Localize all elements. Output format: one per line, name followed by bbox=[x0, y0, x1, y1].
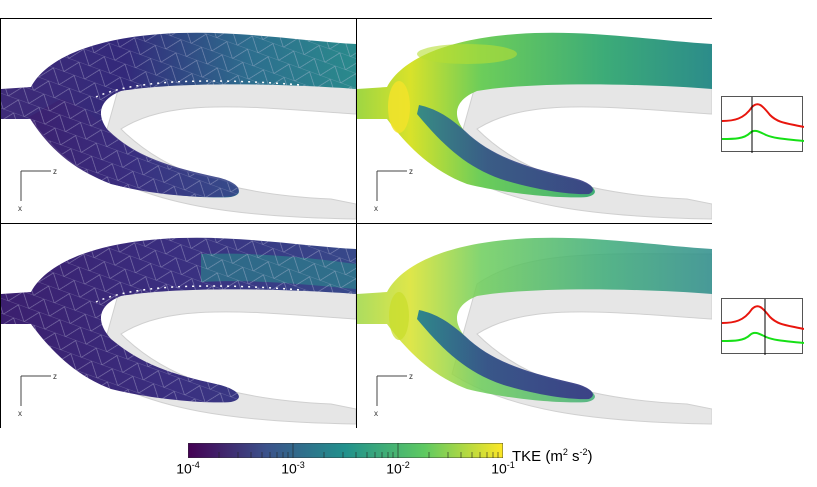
colorbar bbox=[188, 443, 503, 458]
axis-label-z: z bbox=[409, 167, 413, 176]
panel-top-left: z x bbox=[1, 19, 356, 223]
panel-top-right: z x bbox=[357, 19, 712, 223]
colorbar-ticks bbox=[218, 443, 499, 458]
axis-label-x: x bbox=[18, 204, 22, 213]
inset-waveform-bottom bbox=[721, 298, 804, 355]
vessel-plot-bottom-right bbox=[357, 237, 712, 425]
vessel-plot-top-left bbox=[1, 32, 356, 220]
panel-bottom-right: z x bbox=[357, 224, 712, 428]
panel-bottom-left: z x bbox=[1, 224, 356, 428]
inset-curves-top bbox=[722, 97, 804, 153]
inset-waveform-top bbox=[721, 96, 804, 153]
panel-grid: z x z x z x bbox=[0, 18, 712, 428]
green-curve bbox=[722, 129, 804, 142]
axis-label-x: x bbox=[374, 204, 378, 213]
axes-triad-top-right bbox=[376, 170, 407, 201]
axis-label-z: z bbox=[53, 372, 57, 381]
axis-label-x: x bbox=[18, 409, 22, 418]
horizontal-divider bbox=[1, 223, 711, 224]
inset-curves-bottom bbox=[722, 299, 804, 355]
colorbar-tick-label: 10-3 bbox=[281, 460, 305, 477]
vessel-plot-top-right bbox=[357, 32, 712, 220]
red-curve bbox=[722, 103, 804, 128]
colorbar-tick-label: 10-2 bbox=[386, 460, 410, 477]
axis-label-x: x bbox=[374, 409, 378, 418]
colorbar-title: TKE (m2 s-2) bbox=[512, 447, 593, 465]
axis-label-z: z bbox=[409, 372, 413, 381]
axes-triad-top-left bbox=[20, 170, 51, 201]
axes-triad-bottom-right bbox=[376, 375, 407, 406]
red-curve bbox=[722, 305, 804, 330]
axes-triad-bottom-left bbox=[20, 375, 51, 406]
vessel-plot-bottom-left bbox=[1, 237, 356, 425]
colorbar-tick-label: 10-4 bbox=[176, 460, 200, 477]
axis-label-z: z bbox=[53, 167, 57, 176]
green-curve bbox=[722, 331, 804, 344]
colorbar-tick-label: 10-1 bbox=[491, 460, 515, 477]
